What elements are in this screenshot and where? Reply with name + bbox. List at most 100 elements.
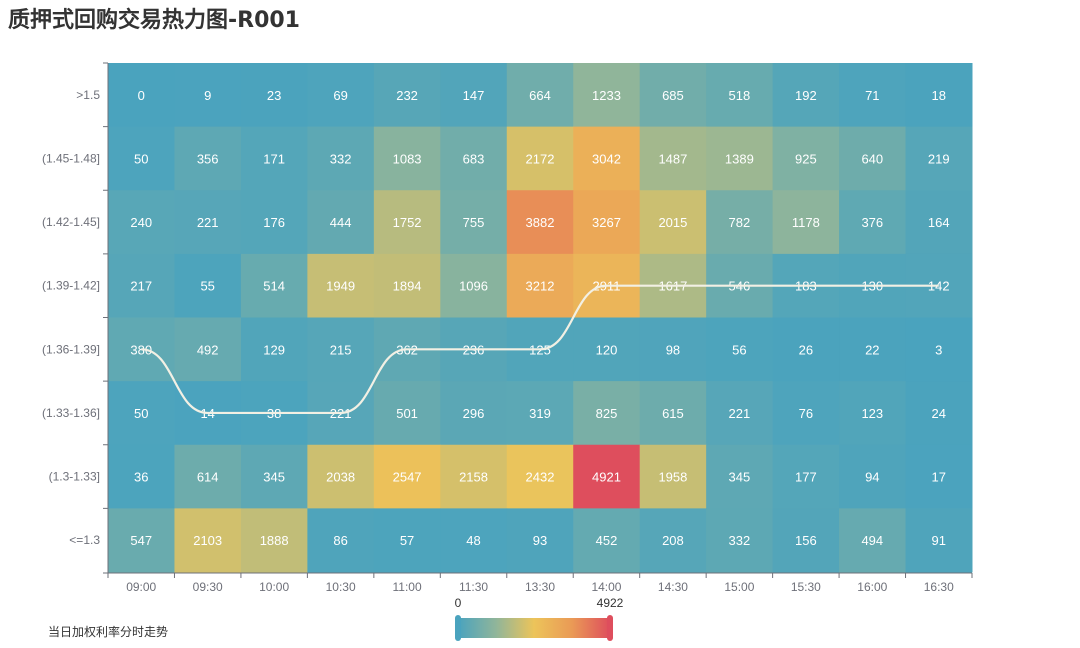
heatmap-cell[interactable] bbox=[839, 126, 907, 191]
heatmap-cell[interactable] bbox=[174, 190, 242, 255]
heatmap-cell[interactable] bbox=[108, 444, 175, 509]
heatmap-cell[interactable] bbox=[506, 381, 574, 446]
heatmap-cell[interactable] bbox=[772, 63, 840, 128]
heatmap-cell[interactable] bbox=[639, 508, 707, 573]
heatmap-cell[interactable] bbox=[373, 63, 441, 128]
heatmap-cell[interactable] bbox=[440, 190, 508, 255]
heatmap-cell[interactable] bbox=[573, 126, 641, 191]
heatmap-cell[interactable] bbox=[174, 508, 242, 573]
heatmap-cell[interactable] bbox=[307, 253, 375, 318]
heatmap-cell[interactable] bbox=[839, 381, 907, 446]
heatmap-cell[interactable] bbox=[772, 317, 840, 382]
heatmap-cell[interactable] bbox=[639, 190, 707, 255]
heatmap-cell[interactable] bbox=[639, 381, 707, 446]
heatmap-cell[interactable] bbox=[573, 63, 641, 128]
heatmap-cell[interactable] bbox=[240, 317, 308, 382]
heatmap-cell[interactable] bbox=[639, 444, 707, 509]
x-axis-label: 10:30 bbox=[326, 580, 356, 594]
heatmap-cell[interactable] bbox=[506, 508, 574, 573]
heatmap-cell[interactable] bbox=[772, 381, 840, 446]
heatmap-cell[interactable] bbox=[573, 190, 641, 255]
heatmap-cell[interactable] bbox=[307, 317, 375, 382]
heatmap-cell[interactable] bbox=[240, 444, 308, 509]
heatmap-cell[interactable] bbox=[307, 190, 375, 255]
heatmap-cell[interactable] bbox=[440, 381, 508, 446]
heatmap-cell[interactable] bbox=[440, 63, 508, 128]
heatmap-cell[interactable] bbox=[573, 444, 641, 509]
heatmap-cell[interactable] bbox=[905, 126, 973, 191]
heatmap-cell[interactable] bbox=[108, 381, 175, 446]
heatmap-cell-label: 1389 bbox=[725, 151, 754, 166]
heatmap-cell[interactable] bbox=[307, 508, 375, 573]
heatmap-cell[interactable] bbox=[839, 317, 907, 382]
heatmap-cell[interactable] bbox=[440, 508, 508, 573]
heatmap-cell[interactable] bbox=[772, 126, 840, 191]
heatmap-cell[interactable] bbox=[772, 444, 840, 509]
heatmap-cell[interactable] bbox=[108, 190, 175, 255]
heatmap-cell[interactable] bbox=[573, 508, 641, 573]
heatmap-cell[interactable] bbox=[240, 126, 308, 191]
heatmap-cell[interactable] bbox=[373, 444, 441, 509]
heatmap-cell[interactable] bbox=[174, 126, 242, 191]
heatmap-cell[interactable] bbox=[240, 508, 308, 573]
heatmap-cell[interactable] bbox=[506, 253, 574, 318]
heatmap-cell[interactable] bbox=[108, 126, 175, 191]
heatmap-cell[interactable] bbox=[373, 253, 441, 318]
heatmap-cell[interactable] bbox=[108, 508, 175, 573]
heatmap-cell[interactable] bbox=[772, 508, 840, 573]
heatmap-cell[interactable] bbox=[639, 63, 707, 128]
heatmap-cell[interactable] bbox=[706, 190, 774, 255]
heatmap-cell[interactable] bbox=[905, 317, 973, 382]
heatmap-cell[interactable] bbox=[839, 508, 907, 573]
heatmap-cell[interactable] bbox=[373, 190, 441, 255]
heatmap-cell[interactable] bbox=[174, 444, 242, 509]
heatmap-cell[interactable] bbox=[706, 126, 774, 191]
heatmap-cell[interactable] bbox=[373, 381, 441, 446]
heatmap-cell[interactable] bbox=[307, 444, 375, 509]
heatmap-cell[interactable] bbox=[373, 508, 441, 573]
visual-map[interactable]: 0 4922 bbox=[455, 596, 624, 641]
heatmap-cell[interactable] bbox=[307, 126, 375, 191]
heatmap-cell[interactable] bbox=[506, 63, 574, 128]
heatmap-cell[interactable] bbox=[905, 508, 973, 573]
heatmap-cell[interactable] bbox=[905, 190, 973, 255]
heatmap-cell[interactable] bbox=[440, 444, 508, 509]
heatmap-cell[interactable] bbox=[905, 444, 973, 509]
heatmap-cell[interactable] bbox=[772, 190, 840, 255]
heatmap-cell-label: 192 bbox=[795, 88, 817, 103]
heatmap-cell[interactable] bbox=[706, 381, 774, 446]
heatmap-cell[interactable] bbox=[174, 253, 242, 318]
heatmap-cell[interactable] bbox=[905, 63, 973, 128]
heatmap-cell[interactable] bbox=[839, 444, 907, 509]
heatmap-cell[interactable] bbox=[506, 444, 574, 509]
heatmap-cell[interactable] bbox=[706, 444, 774, 509]
heatmap-cell[interactable] bbox=[174, 317, 242, 382]
heatmap-cell[interactable] bbox=[706, 63, 774, 128]
visual-map-max-handle[interactable] bbox=[607, 615, 613, 641]
heatmap-cell[interactable] bbox=[706, 317, 774, 382]
heatmap-cell[interactable] bbox=[506, 126, 574, 191]
heatmap-cell-label: 176 bbox=[263, 215, 285, 230]
heatmap-cell[interactable] bbox=[108, 253, 175, 318]
heatmap-cell[interactable] bbox=[573, 317, 641, 382]
heatmap-cell[interactable] bbox=[839, 63, 907, 128]
heatmap-cell[interactable] bbox=[307, 63, 375, 128]
heatmap-cell[interactable] bbox=[108, 63, 175, 128]
heatmap-cell-label: 86 bbox=[333, 533, 347, 548]
heatmap-cell-label: 129 bbox=[263, 342, 285, 357]
heatmap-cell[interactable] bbox=[706, 508, 774, 573]
heatmap-cell[interactable] bbox=[639, 317, 707, 382]
heatmap-cell[interactable] bbox=[240, 63, 308, 128]
heatmap-cell[interactable] bbox=[440, 253, 508, 318]
heatmap-cell[interactable] bbox=[506, 190, 574, 255]
heatmap-cell[interactable] bbox=[440, 126, 508, 191]
heatmap-cell[interactable] bbox=[839, 190, 907, 255]
visual-map-min-handle[interactable] bbox=[455, 615, 461, 641]
heatmap-cell[interactable] bbox=[240, 253, 308, 318]
heatmap-cell[interactable] bbox=[174, 63, 242, 128]
heatmap-cell[interactable] bbox=[373, 126, 441, 191]
heatmap-cell[interactable] bbox=[905, 381, 973, 446]
heatmap-cell[interactable] bbox=[240, 190, 308, 255]
heatmap-cell[interactable] bbox=[573, 381, 641, 446]
heatmap-cell[interactable] bbox=[639, 126, 707, 191]
